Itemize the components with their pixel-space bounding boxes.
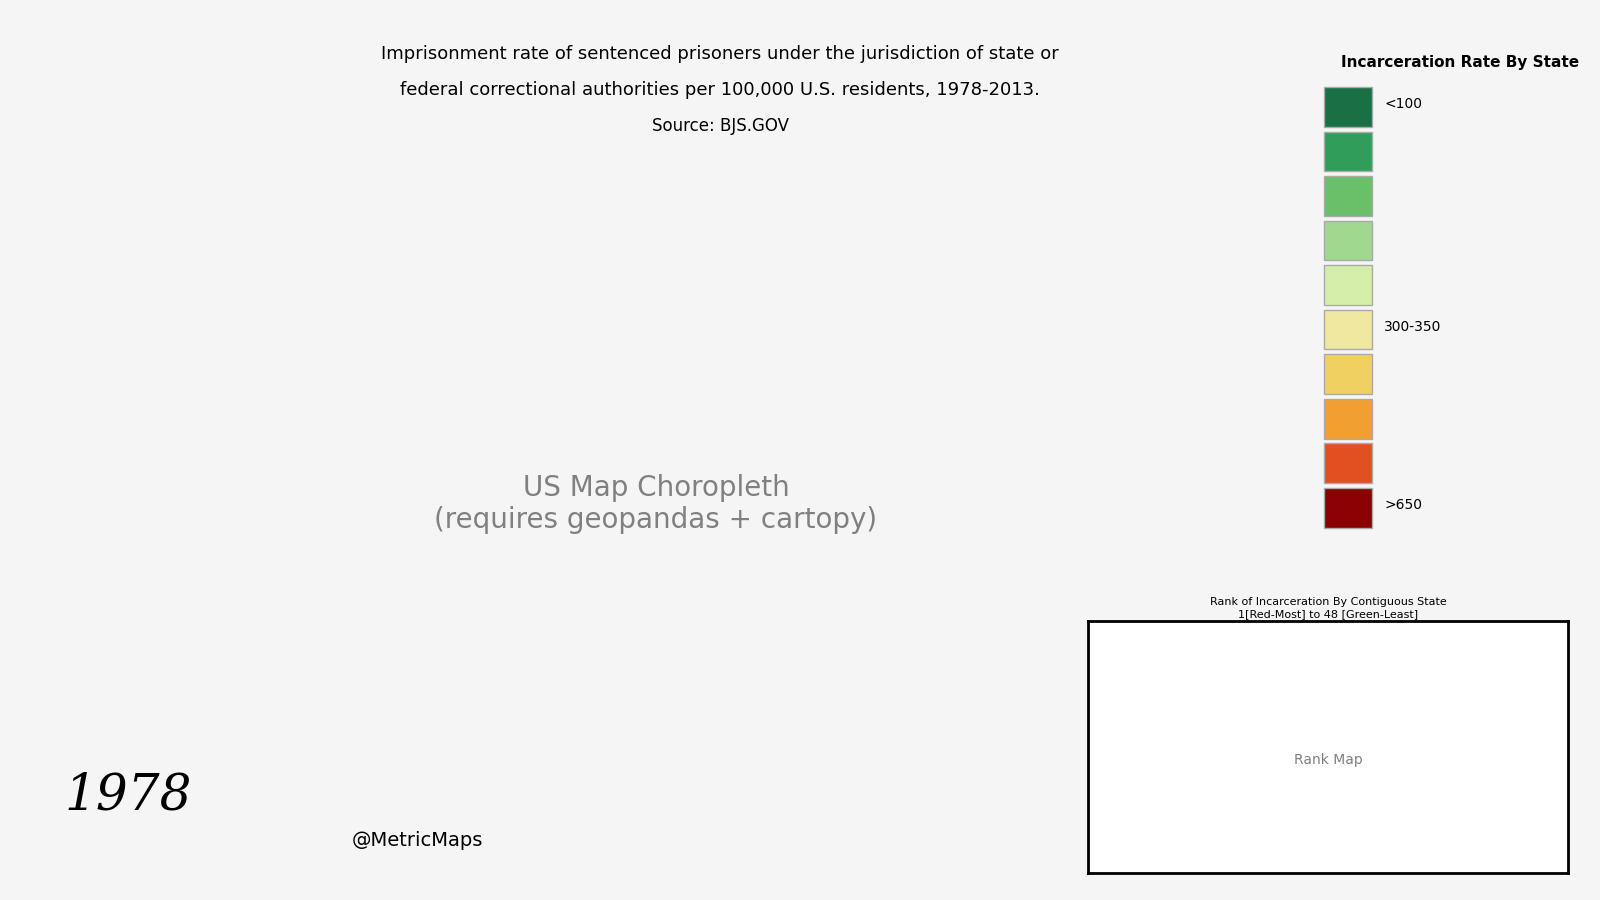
FancyBboxPatch shape xyxy=(1323,355,1373,394)
Text: Source: BJS.GOV: Source: BJS.GOV xyxy=(651,117,789,135)
Text: Imprisonment rate of sentenced prisoners under the jurisdiction of state or: Imprisonment rate of sentenced prisoners… xyxy=(381,45,1059,63)
FancyBboxPatch shape xyxy=(1323,444,1373,483)
Text: federal correctional authorities per 100,000 U.S. residents, 1978-2013.: federal correctional authorities per 100… xyxy=(400,81,1040,99)
FancyBboxPatch shape xyxy=(1323,310,1373,349)
FancyBboxPatch shape xyxy=(1323,220,1373,260)
FancyBboxPatch shape xyxy=(1323,131,1373,171)
Text: US Map Choropleth
(requires geopandas + cartopy): US Map Choropleth (requires geopandas + … xyxy=(435,473,877,535)
Text: Incarceration Rate By State: Incarceration Rate By State xyxy=(1341,55,1579,70)
Text: @MetricMaps: @MetricMaps xyxy=(352,831,483,850)
FancyBboxPatch shape xyxy=(1323,488,1373,527)
Text: 1978: 1978 xyxy=(64,771,192,821)
Text: <100: <100 xyxy=(1384,97,1422,112)
Text: Rank Map: Rank Map xyxy=(1294,752,1362,767)
FancyBboxPatch shape xyxy=(1323,87,1373,127)
FancyBboxPatch shape xyxy=(1323,176,1373,216)
FancyBboxPatch shape xyxy=(1323,266,1373,305)
Text: 300-350: 300-350 xyxy=(1384,320,1442,334)
Title: Rank of Incarceration By Contiguous State
1[Red-Most] to 48 [Green-Least]: Rank of Incarceration By Contiguous Stat… xyxy=(1210,598,1446,619)
Text: >650: >650 xyxy=(1384,499,1422,512)
FancyBboxPatch shape xyxy=(1323,399,1373,438)
